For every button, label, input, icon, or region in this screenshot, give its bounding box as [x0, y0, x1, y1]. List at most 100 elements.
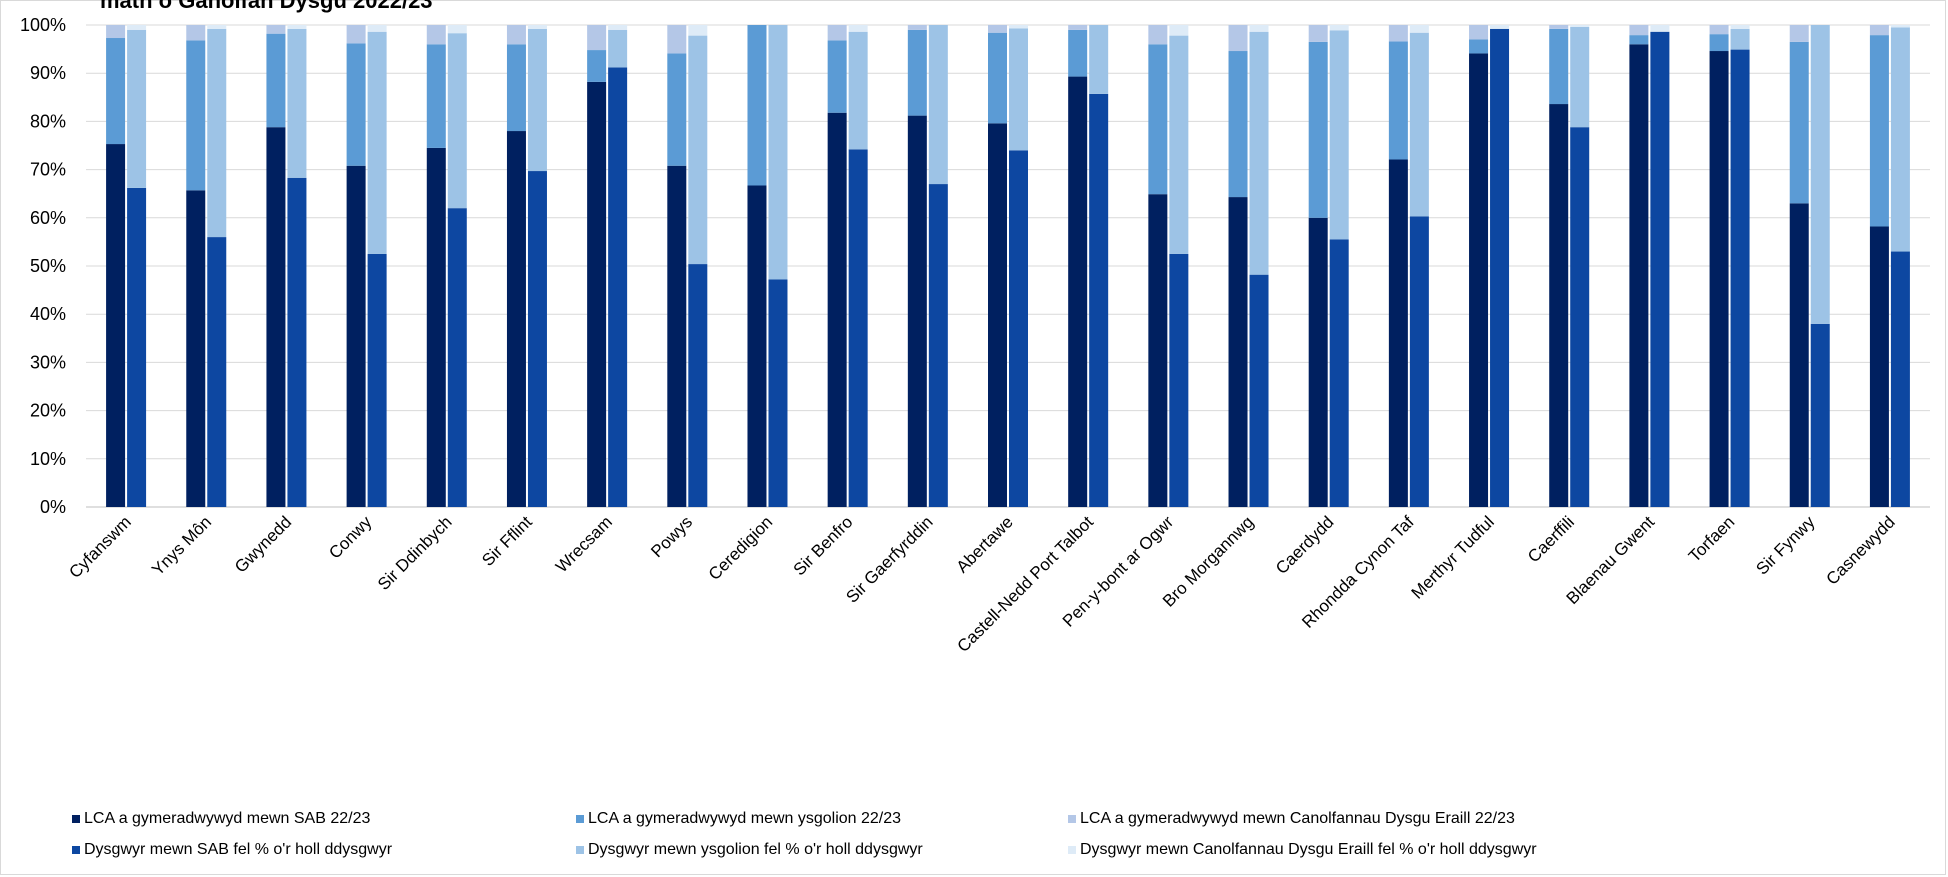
bar-segment	[1409, 216, 1429, 507]
x-tick-label: Ynys Môn	[148, 512, 215, 579]
bar-segment	[207, 25, 227, 29]
bar-segment	[127, 187, 147, 507]
bar-segment	[1549, 25, 1569, 29]
bar-segment	[1169, 35, 1189, 254]
bar-segment	[827, 25, 847, 41]
bar-segment	[768, 25, 788, 280]
bar-segment	[587, 50, 607, 82]
bar-segment	[266, 127, 286, 508]
bar-segment	[367, 253, 387, 507]
bar-segment	[447, 33, 467, 209]
bar-segment	[1409, 32, 1429, 217]
bar-segment	[1009, 150, 1028, 507]
y-tick-label: 50%	[30, 256, 66, 276]
x-tick-label: Castell-Nedd Port Talbot	[953, 512, 1097, 656]
y-tick-label: 80%	[30, 111, 66, 131]
legend-label: LCA a gymeradwywyd mewn ysgolion 22/23	[588, 810, 901, 827]
bar-segment	[1890, 25, 1910, 28]
bar-segment	[186, 40, 206, 191]
y-tick-label: 30%	[30, 352, 66, 372]
bar-segment	[1549, 28, 1569, 105]
bar-segment	[1089, 93, 1109, 508]
bar-segment	[1869, 25, 1889, 36]
legend-swatch	[72, 815, 80, 823]
bar-segment	[1650, 31, 1670, 508]
bar-segment	[1089, 25, 1109, 94]
bar-segment	[207, 28, 227, 238]
x-tick-label: Powys	[647, 512, 696, 561]
bar-segment	[1629, 35, 1649, 45]
legend-label: Dysgwyr mewn Canolfannau Dysgu Eraill fe…	[1080, 841, 1537, 858]
bar-segment	[1068, 76, 1088, 507]
bar-segment	[1789, 25, 1809, 42]
legend: LCA a gymeradwywyd mewn SAB 22/23 LCA a g…	[72, 810, 1537, 858]
bar-segment	[1709, 25, 1729, 35]
bar-segment	[127, 25, 147, 30]
bar-segment	[426, 44, 446, 148]
x-tick-label: Casnewydd	[1822, 512, 1898, 588]
bar-segment	[1329, 25, 1349, 31]
bar-segment	[1869, 226, 1889, 507]
y-tick-label: 90%	[30, 63, 66, 83]
x-tick-label: Abertawe	[953, 512, 1017, 576]
bar-segment	[848, 149, 868, 507]
bar-segment	[1169, 253, 1189, 507]
bar-segment	[988, 25, 1007, 33]
bar-segment	[848, 31, 868, 150]
y-tick-label: 10%	[30, 449, 66, 469]
legend-label: Dysgwyr mewn SAB fel % o'r holl ddysgwyr	[84, 841, 393, 858]
legend-label: LCA a gymeradwywyd mewn Canolfannau Dysg…	[1080, 810, 1515, 827]
bar-segment	[1009, 28, 1028, 151]
bar-segment	[1789, 203, 1809, 507]
bar-segment	[988, 123, 1007, 507]
x-tick-label: Caerdydd	[1272, 512, 1338, 578]
chart-title: math o Ganolfan Dysgu 2022/23	[100, 0, 433, 13]
bar-segment	[1709, 51, 1729, 507]
bar-segment	[688, 264, 708, 507]
bar-segment	[1308, 217, 1328, 508]
bar-segment	[426, 147, 446, 507]
x-tick-label: Cyfanswm	[65, 512, 135, 582]
bar-segment	[106, 25, 126, 39]
bar-segment	[367, 25, 387, 32]
y-tick-label: 60%	[30, 208, 66, 228]
bar-segment	[608, 67, 628, 507]
bar-segment	[1789, 41, 1809, 204]
bar-segment	[506, 44, 526, 132]
bar-segment	[587, 81, 607, 507]
bar-segment	[1249, 274, 1269, 507]
bar-segment	[907, 29, 927, 116]
bar-segment	[1329, 30, 1349, 240]
bar-segment	[527, 25, 547, 29]
bar-segment	[287, 25, 307, 29]
bar-segment	[1009, 25, 1028, 29]
bar-segment	[747, 25, 767, 186]
bar-segment	[186, 190, 206, 508]
legend-swatch	[1068, 846, 1076, 854]
bar-segment	[447, 25, 467, 34]
bar-segment	[1068, 29, 1088, 77]
bar-segment	[1650, 25, 1670, 32]
bar-segment	[506, 25, 526, 45]
bar-segment	[527, 28, 547, 172]
bar-segment	[827, 112, 847, 507]
legend-label: Dysgwyr mewn ysgolion fel % o'r holl ddy…	[588, 841, 923, 858]
bar-segment	[587, 25, 607, 51]
y-tick-label: 100%	[20, 15, 66, 35]
y-tick-label: 0%	[40, 497, 66, 517]
x-tick-label: Torfaen	[1685, 512, 1739, 566]
x-tick-label: Conwy	[325, 512, 376, 563]
bar-segment	[747, 185, 767, 508]
bar-segment	[1249, 25, 1269, 32]
x-tick-label: Gwynedd	[231, 512, 295, 576]
bar-segment	[1469, 53, 1489, 508]
bar-segment	[1810, 25, 1830, 324]
y-tick-label: 70%	[30, 160, 66, 180]
bar-segment	[266, 25, 286, 34]
bar-segment	[367, 31, 387, 254]
bar-segment	[287, 177, 307, 507]
bar-segment	[1730, 25, 1750, 29]
x-tick-label: Sir Fynwy	[1752, 512, 1819, 579]
